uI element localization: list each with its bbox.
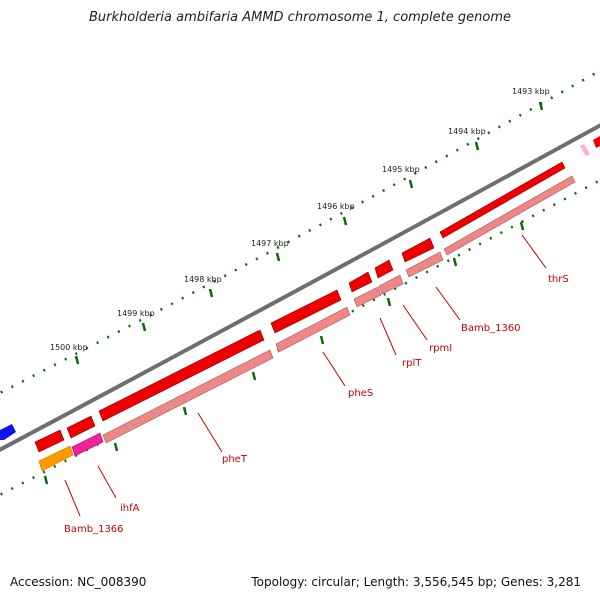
scale-tick-labels: 1493 kbp 1494 kbp 1495 kbp 1496 kbp 1497… — [50, 87, 550, 352]
label-pheS: pheS — [348, 388, 373, 399]
label-rpmI: rpmI — [429, 343, 452, 354]
label-Bamb_1366: Bamb_1366 — [64, 524, 124, 535]
gene-rplT[interactable] — [348, 271, 373, 293]
genome-title: Burkholderia ambifaria AMMD chromosome 1… — [88, 10, 512, 25]
gene-right-edge[interactable] — [593, 136, 600, 148]
topology-info: Topology: circular; Length: 3,556,545 bp… — [251, 575, 581, 589]
gene-pheS[interactable] — [270, 289, 342, 334]
blue-feature[interactable] — [0, 424, 16, 440]
shadow-Bamb_1360 — [405, 251, 444, 278]
shadow-pheT — [102, 349, 274, 444]
label-thrS: thrS — [548, 274, 569, 285]
shadow-ihfA — [71, 432, 104, 457]
forward-strand-genes — [34, 136, 600, 453]
shadow-Bamb_1366 — [38, 445, 74, 472]
label-rplT: rplT — [402, 358, 422, 369]
pink-feature[interactable] — [580, 144, 590, 156]
gene-Bamb_1366[interactable] — [34, 429, 65, 453]
major-ticks-outer — [74, 101, 544, 365]
gene-pheT[interactable] — [98, 329, 265, 422]
label-pheT: pheT — [222, 454, 248, 465]
label-leaders — [64, 234, 547, 517]
shadow-rplT — [353, 286, 382, 308]
label-ihfA: ihfA — [120, 503, 140, 514]
major-ticks-inner — [43, 221, 525, 485]
accession-info: Accession: NC_008390 — [10, 575, 147, 589]
tick-label-1493: 1493 kbp — [512, 87, 550, 96]
tick-label-1494: 1494 kbp — [448, 127, 486, 136]
tick-label-1498: 1498 kbp — [184, 275, 222, 284]
gene-Bamb_1360[interactable] — [401, 237, 435, 263]
genome-backbone — [0, 123, 600, 452]
shadow-strand-genes — [38, 175, 576, 472]
tick-label-1496: 1496 kbp — [317, 202, 355, 211]
tick-label-1499: 1499 kbp — [117, 309, 155, 318]
gene-ihfA[interactable] — [66, 415, 96, 439]
shadow-thrS — [443, 175, 576, 256]
label-Bamb_1360: Bamb_1360 — [461, 323, 521, 334]
shadow-rpmI — [378, 274, 404, 295]
tick-label-1500: 1500 kbp — [50, 343, 88, 352]
tick-label-1497: 1497 kbp — [251, 239, 289, 248]
shadow-pheS — [275, 306, 351, 353]
outer-scale-ticks — [0, 69, 600, 395]
tick-label-1495: 1495 kbp — [382, 165, 420, 174]
gene-labels: thrS Bamb_1360 rpmI rplT pheS pheT ihfA … — [64, 274, 569, 535]
gene-rpmI[interactable] — [374, 259, 394, 279]
gene-thrS[interactable] — [439, 161, 566, 239]
